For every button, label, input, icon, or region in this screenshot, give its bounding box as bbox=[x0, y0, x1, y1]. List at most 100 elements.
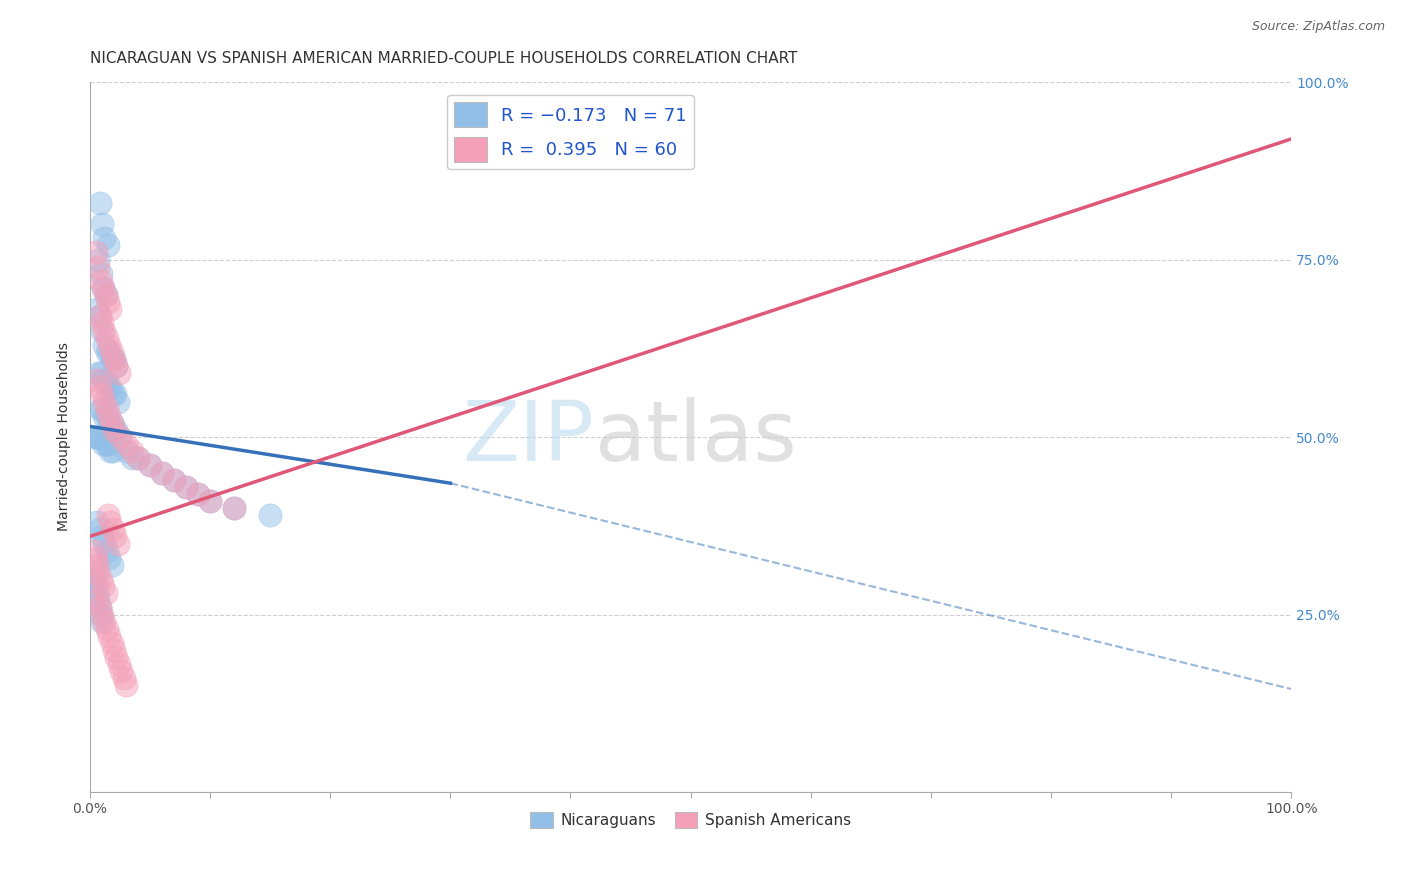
Point bbox=[93, 615, 115, 629]
Point bbox=[87, 430, 110, 444]
Point bbox=[163, 473, 186, 487]
Point bbox=[100, 558, 122, 572]
Point bbox=[98, 416, 121, 430]
Point bbox=[96, 543, 118, 558]
Point bbox=[115, 444, 138, 458]
Point bbox=[91, 401, 114, 416]
Point bbox=[139, 458, 162, 473]
Point bbox=[90, 430, 112, 444]
Point bbox=[90, 366, 112, 380]
Point bbox=[101, 444, 124, 458]
Point bbox=[107, 366, 129, 380]
Point bbox=[90, 267, 112, 281]
Point bbox=[94, 288, 117, 302]
Point bbox=[83, 565, 105, 579]
Point bbox=[163, 473, 186, 487]
Point bbox=[105, 650, 128, 665]
Point bbox=[108, 430, 131, 444]
Point bbox=[89, 600, 111, 615]
Point bbox=[86, 586, 108, 600]
Point bbox=[101, 387, 124, 401]
Point bbox=[259, 508, 281, 522]
Point bbox=[121, 444, 143, 458]
Point bbox=[91, 579, 114, 593]
Point bbox=[93, 394, 115, 409]
Point bbox=[89, 195, 111, 210]
Point bbox=[89, 600, 111, 615]
Point bbox=[94, 586, 117, 600]
Point bbox=[94, 288, 117, 302]
Point bbox=[98, 380, 121, 394]
Point bbox=[96, 409, 118, 423]
Point bbox=[104, 529, 127, 543]
Point bbox=[100, 344, 122, 359]
Text: ZIP: ZIP bbox=[463, 397, 595, 477]
Point bbox=[98, 629, 121, 643]
Point bbox=[91, 217, 114, 231]
Point bbox=[91, 281, 114, 295]
Point bbox=[105, 359, 128, 373]
Point bbox=[198, 494, 221, 508]
Point bbox=[93, 324, 115, 338]
Point bbox=[98, 409, 121, 423]
Point bbox=[91, 529, 114, 543]
Point bbox=[93, 231, 115, 245]
Point bbox=[107, 394, 129, 409]
Point bbox=[91, 281, 114, 295]
Point bbox=[198, 494, 221, 508]
Point bbox=[105, 423, 128, 437]
Point bbox=[93, 536, 115, 550]
Point bbox=[187, 487, 209, 501]
Point bbox=[187, 487, 209, 501]
Point bbox=[86, 515, 108, 529]
Point bbox=[98, 302, 121, 317]
Point bbox=[104, 387, 127, 401]
Point bbox=[98, 444, 121, 458]
Point bbox=[115, 437, 138, 451]
Point bbox=[91, 387, 114, 401]
Point bbox=[98, 338, 121, 352]
Point bbox=[87, 366, 110, 380]
Point bbox=[84, 579, 107, 593]
Point bbox=[97, 295, 120, 310]
Point bbox=[139, 458, 162, 473]
Point bbox=[98, 550, 121, 565]
Point bbox=[86, 373, 108, 387]
Point bbox=[96, 344, 118, 359]
Point bbox=[94, 373, 117, 387]
Point bbox=[103, 643, 125, 657]
Point bbox=[93, 338, 115, 352]
Point bbox=[91, 324, 114, 338]
Point bbox=[100, 351, 122, 366]
Point bbox=[107, 536, 129, 550]
Point bbox=[96, 401, 118, 416]
Point bbox=[94, 437, 117, 451]
Point bbox=[174, 480, 197, 494]
Point bbox=[89, 310, 111, 324]
Point bbox=[97, 380, 120, 394]
Point bbox=[89, 522, 111, 536]
Point bbox=[91, 317, 114, 331]
Point bbox=[107, 657, 129, 672]
Point bbox=[121, 451, 143, 466]
Point bbox=[222, 501, 245, 516]
Point bbox=[96, 331, 118, 345]
Point bbox=[174, 480, 197, 494]
Point bbox=[97, 508, 120, 522]
Point bbox=[87, 252, 110, 267]
Text: atlas: atlas bbox=[595, 397, 796, 477]
Point bbox=[115, 678, 138, 692]
Point bbox=[150, 466, 173, 480]
Point bbox=[83, 543, 105, 558]
Point bbox=[105, 359, 128, 373]
Point bbox=[84, 245, 107, 260]
Point bbox=[84, 430, 107, 444]
Point bbox=[87, 593, 110, 607]
Point bbox=[222, 501, 245, 516]
Point bbox=[91, 373, 114, 387]
Point bbox=[103, 351, 125, 366]
Point bbox=[90, 607, 112, 622]
Point bbox=[100, 416, 122, 430]
Point bbox=[86, 302, 108, 317]
Point bbox=[150, 466, 173, 480]
